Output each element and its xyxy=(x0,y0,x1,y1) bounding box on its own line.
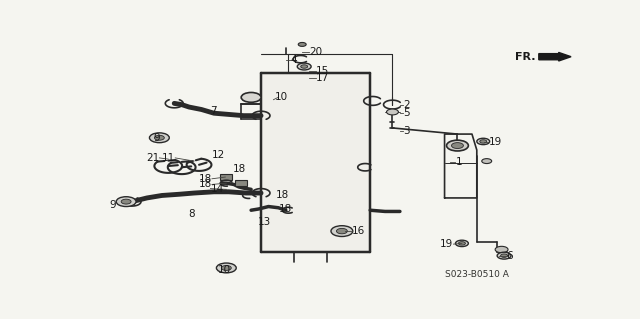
Text: 18: 18 xyxy=(278,204,292,214)
Text: 18: 18 xyxy=(198,174,212,184)
Text: 18: 18 xyxy=(198,179,212,189)
Circle shape xyxy=(477,138,490,145)
Circle shape xyxy=(216,263,236,273)
Circle shape xyxy=(116,197,136,206)
Text: 9: 9 xyxy=(154,133,160,144)
Circle shape xyxy=(121,199,131,204)
Text: 20: 20 xyxy=(309,47,323,57)
Circle shape xyxy=(458,242,465,245)
Text: 8: 8 xyxy=(188,209,195,219)
Circle shape xyxy=(500,254,508,257)
Text: 21: 21 xyxy=(146,153,159,163)
Circle shape xyxy=(456,240,468,247)
Text: 10: 10 xyxy=(218,265,231,275)
Text: 15: 15 xyxy=(316,66,330,77)
Circle shape xyxy=(221,265,231,271)
Circle shape xyxy=(297,63,311,70)
Text: 12: 12 xyxy=(212,150,225,160)
Circle shape xyxy=(298,42,306,46)
Circle shape xyxy=(495,246,508,253)
Text: FR.: FR. xyxy=(515,52,535,62)
Text: S023-B0510 A: S023-B0510 A xyxy=(445,270,509,279)
Text: 10: 10 xyxy=(275,92,287,102)
Text: 7: 7 xyxy=(210,106,216,116)
Text: 13: 13 xyxy=(257,217,271,227)
Bar xyxy=(236,180,247,186)
Text: 9: 9 xyxy=(110,200,116,210)
Circle shape xyxy=(497,252,511,259)
Bar xyxy=(220,174,232,180)
Circle shape xyxy=(447,140,468,151)
Text: 2: 2 xyxy=(403,100,410,110)
Bar xyxy=(261,73,370,252)
Text: 1: 1 xyxy=(456,157,462,167)
Text: 17: 17 xyxy=(316,73,330,83)
Circle shape xyxy=(480,140,487,143)
Circle shape xyxy=(241,93,261,102)
Circle shape xyxy=(301,65,308,68)
Text: 6: 6 xyxy=(507,251,513,261)
Circle shape xyxy=(387,109,399,115)
Text: 14: 14 xyxy=(211,184,224,194)
Text: 18: 18 xyxy=(233,164,246,174)
Text: 19: 19 xyxy=(440,239,454,249)
Text: 19: 19 xyxy=(489,137,502,147)
Circle shape xyxy=(150,133,169,143)
Text: 18: 18 xyxy=(276,190,289,200)
Circle shape xyxy=(451,143,463,149)
Circle shape xyxy=(331,226,353,236)
Text: 5: 5 xyxy=(403,108,410,118)
FancyArrow shape xyxy=(539,52,571,61)
Circle shape xyxy=(154,135,164,140)
Text: 3: 3 xyxy=(403,126,410,136)
Circle shape xyxy=(337,228,348,234)
Text: 16: 16 xyxy=(352,226,365,236)
Text: 11: 11 xyxy=(162,153,175,163)
Circle shape xyxy=(482,159,492,164)
Text: 4: 4 xyxy=(291,56,298,65)
